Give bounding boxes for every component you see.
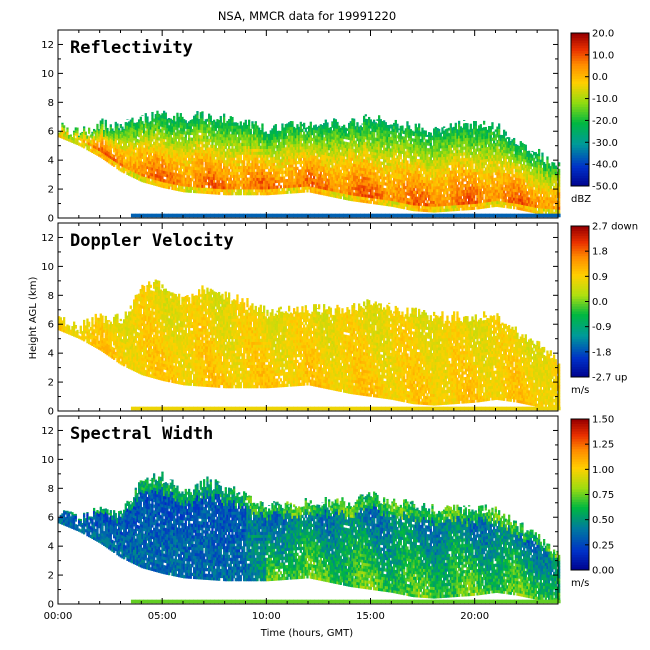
y-tick-label: 10 bbox=[41, 69, 54, 80]
y-tick-label: 8 bbox=[48, 98, 54, 109]
y-tick-label: 6 bbox=[48, 127, 54, 138]
y-tick-label: 10 bbox=[41, 262, 54, 273]
colorbar-tick-label: 0.50 bbox=[592, 515, 614, 526]
x-axis-label: Time (hours, GMT) bbox=[260, 628, 354, 639]
y-tick-label: 6 bbox=[48, 320, 54, 331]
colorbar-tick-label: 0.25 bbox=[592, 540, 614, 551]
y-tick-label: 8 bbox=[48, 291, 54, 302]
colorbar-tick-label: 1.8 bbox=[592, 247, 608, 258]
y-tick-label: 0 bbox=[48, 214, 54, 225]
colorbar-tick-label: 1.00 bbox=[592, 465, 614, 476]
y-tick-label: 0 bbox=[48, 600, 54, 611]
panel-doppler-velocity: 0 2 4 6 8 10 12 Doppler Velocity 2.7 down 1.8 0.9 0… bbox=[41, 222, 638, 418]
y-tick-label: 4 bbox=[48, 542, 54, 553]
colorbar-unit: dBZ bbox=[571, 194, 591, 205]
y-tick-label: 2 bbox=[48, 378, 54, 389]
heatmap-cells bbox=[58, 110, 561, 218]
colorbar-tick-label: 0.0 bbox=[592, 297, 608, 308]
y-tick-label: 2 bbox=[48, 571, 54, 582]
colorbar: 1.50 1.25 1.00 0.75 0.50 0.25 0.00m/s bbox=[570, 415, 614, 589]
colorbar-tick-label: 1.25 bbox=[592, 440, 614, 451]
colorbar-tick-label: -0.9 bbox=[592, 322, 612, 333]
colorbar-unit: m/s bbox=[571, 578, 589, 589]
colorbar-tick-label: -30.0 bbox=[592, 138, 618, 149]
colorbar-tick-label: 0.9 bbox=[592, 272, 608, 283]
y-tick-label: 0 bbox=[48, 407, 54, 418]
colorbar-tick-label: 0.0 bbox=[592, 72, 608, 83]
figure-title: NSA, MMCR data for 19991220 bbox=[218, 9, 396, 23]
y-tick-label: 4 bbox=[48, 349, 54, 360]
colorbar-tick-label: 20.0 bbox=[592, 29, 614, 40]
y-tick-label: 12 bbox=[41, 426, 54, 437]
colorbar-tick-label: -20.0 bbox=[592, 116, 618, 127]
x-tick-label: 15:00 bbox=[356, 611, 385, 622]
y-tick-label: 12 bbox=[41, 233, 54, 244]
panel-spectral-width: 0 2 4 6 8 10 12 00:00 05:00 10:00 15:00 20:00 Spectr… bbox=[41, 415, 614, 623]
x-tick-label: 10:00 bbox=[252, 611, 281, 622]
colorbar-tick-label: 0.75 bbox=[592, 490, 614, 501]
colorbar-tick-label: 2.7 down bbox=[592, 222, 638, 233]
x-tick-label: 20:00 bbox=[460, 611, 489, 622]
x-tick-label: 05:00 bbox=[148, 611, 177, 622]
colorbar-tick-label: -10.0 bbox=[592, 94, 618, 105]
y-tick-label: 10 bbox=[41, 455, 54, 466]
colorbar-tick-label: 10.0 bbox=[592, 50, 614, 61]
colorbar-unit: m/s bbox=[571, 385, 589, 396]
colorbar-tick-label: 1.50 bbox=[592, 415, 614, 426]
y-tick-label: 8 bbox=[48, 484, 54, 495]
y-tick-label: 2 bbox=[48, 185, 54, 196]
colorbar-tick-label: -2.7 up bbox=[592, 373, 627, 384]
colorbar-tick-label: -50.0 bbox=[592, 182, 618, 193]
panel-title: Reflectivity bbox=[70, 38, 193, 58]
y-tick-label: 12 bbox=[41, 40, 54, 51]
heatmap-cells bbox=[58, 471, 561, 604]
y-tick-label: 4 bbox=[48, 156, 54, 167]
colorbar-tick-label: 0.00 bbox=[592, 566, 614, 577]
y-tick-label: 6 bbox=[48, 513, 54, 524]
colorbar-tick-label: -40.0 bbox=[592, 160, 618, 171]
panel-reflectivity: 0 2 4 6 8 10 12 Reflectivity 20.0 10.0 0.0 -10.0 -20… bbox=[41, 29, 618, 225]
y-axis-label: Height AGL (km) bbox=[28, 277, 39, 360]
colorbar: 2.7 down 1.8 0.9 0.0 -0.9 -1.8 -2.7 upm/s bbox=[570, 222, 638, 396]
x-tick-label: 00:00 bbox=[44, 611, 73, 622]
panel-title: Spectral Width bbox=[70, 424, 213, 444]
panel-title: Doppler Velocity bbox=[70, 231, 234, 251]
colorbar-tick-label: -1.8 bbox=[592, 347, 612, 358]
